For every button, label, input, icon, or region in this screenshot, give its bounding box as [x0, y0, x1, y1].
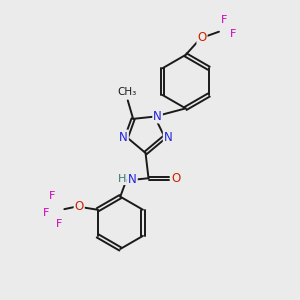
Text: O: O [197, 31, 207, 44]
Text: F: F [42, 208, 49, 218]
Text: CH₃: CH₃ [118, 87, 137, 97]
Text: N: N [164, 130, 172, 143]
Text: O: O [75, 200, 84, 213]
Text: F: F [230, 29, 236, 39]
Text: F: F [56, 219, 62, 229]
Text: O: O [171, 172, 181, 185]
Text: H: H [118, 174, 126, 184]
Text: N: N [153, 110, 162, 122]
Text: N: N [119, 130, 128, 143]
Text: F: F [221, 15, 227, 25]
Text: F: F [49, 191, 56, 201]
Text: N: N [128, 172, 137, 186]
